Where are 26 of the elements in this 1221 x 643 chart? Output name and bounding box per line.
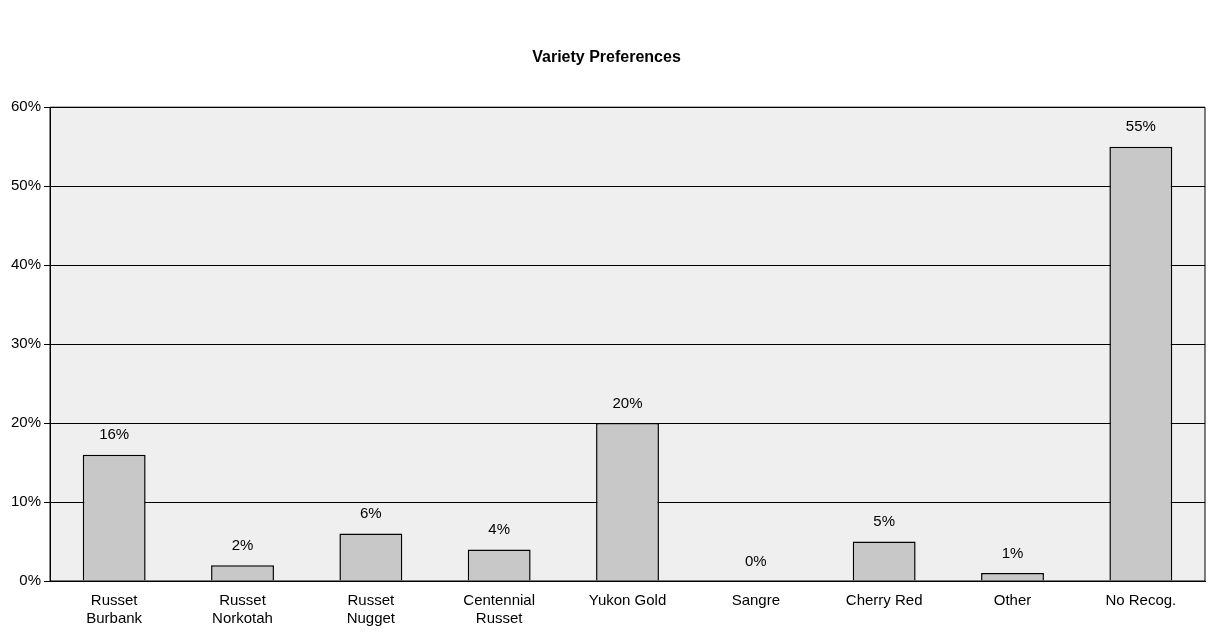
x-tick-label: Russet Burbank xyxy=(86,591,143,627)
x-tick-label: Centennial Russet xyxy=(463,591,536,627)
data-label: 6% xyxy=(360,504,382,522)
y-tick-label: 10% xyxy=(10,492,42,510)
x-tick-label: Yukon Gold xyxy=(588,591,667,609)
x-tick-label: No Recog. xyxy=(1105,591,1177,609)
y-tick-label: 50% xyxy=(10,176,42,194)
y-tick-label: 20% xyxy=(10,413,42,431)
y-tick-label: 30% xyxy=(10,334,42,352)
y-tick-label: 40% xyxy=(10,255,42,273)
x-tick-label: Other xyxy=(993,591,1032,609)
x-tick-label: Russet Norkotah xyxy=(212,591,273,627)
data-label: 0% xyxy=(745,551,767,569)
x-tick-label: Cherry Red xyxy=(845,591,923,609)
data-label: 55% xyxy=(1125,117,1156,135)
data-label: 5% xyxy=(873,512,896,530)
data-label: 16% xyxy=(99,425,130,443)
y-tick-label: 0% xyxy=(19,571,42,589)
data-label: 1% xyxy=(1001,543,1024,561)
data-label: 2% xyxy=(231,535,254,553)
data-label: 20% xyxy=(612,393,643,411)
x-tick-label: Sangre xyxy=(731,591,781,609)
x-tick-label: Russet Nugget xyxy=(346,591,396,627)
chart-title: Variety Preferences xyxy=(532,48,681,66)
data-label: 4% xyxy=(488,520,511,538)
y-tick-label: 60% xyxy=(10,97,42,115)
